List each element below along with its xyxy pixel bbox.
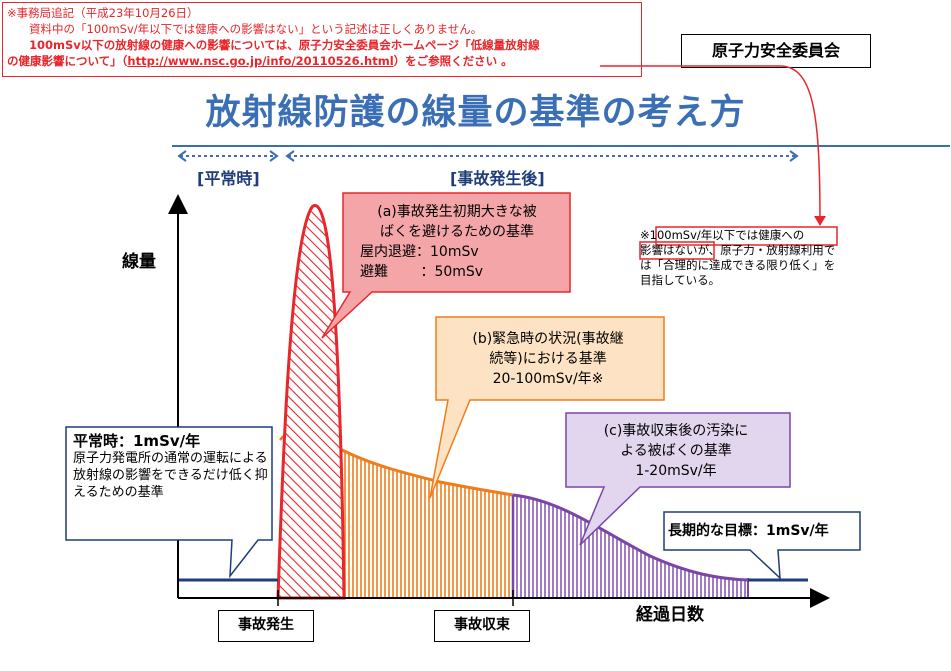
callout-c bbox=[565, 412, 791, 546]
callout-c-text: (c)事故収束後の汚染に よる被ばくの基準 1-20mSv/年 bbox=[566, 421, 786, 481]
notice-line-3: 100mSv以下の放射線の健康への影響については、原子力安全委員会ホームページ「… bbox=[29, 38, 540, 52]
callout-longterm-text: 長期的な目標：1mSv/年 bbox=[668, 523, 829, 539]
callout-a-line3: 屋内退避：10mSv bbox=[360, 244, 479, 260]
side-note-highlight-2 bbox=[639, 241, 715, 260]
callout-normal-text: 平常時：1mSv/年 原子力発電所の通常の運転による放射線の影響をできるだけ低く… bbox=[73, 433, 271, 501]
callout-a-line1: (a)事故発生初期大きな被 bbox=[377, 204, 537, 220]
callout-normal-body: 原子力発電所の通常の運転による放射線の影響をできるだけ低く抑えるための基準 bbox=[73, 451, 268, 500]
x-axis-label: 経過日数 bbox=[636, 605, 704, 625]
notice-line-2: 資料中の「100mSv/年以下では健康への影響はない」という記述は正しくありませ… bbox=[29, 22, 483, 36]
callout-a bbox=[321, 192, 571, 339]
side-note-mark: ※ bbox=[640, 228, 650, 242]
callout-b-line3: 20-100mSv/年※ bbox=[492, 371, 604, 387]
side-note-highlight-text-2: 影響はない bbox=[640, 243, 698, 257]
callout-b-line1: (b)緊急時の状況(事故継 bbox=[472, 331, 624, 347]
notice-line-1: ※事務局追記（平成23年10月26日） bbox=[7, 6, 199, 20]
title-underline bbox=[172, 145, 950, 147]
side-note-highlight-text-1: 100mSv/年以下では健康への bbox=[649, 228, 805, 242]
period-normal-label: [平常時] bbox=[197, 169, 260, 188]
event-accident-converge: 事故収束 bbox=[434, 610, 530, 642]
period-normal-arrow bbox=[177, 150, 279, 162]
organization-label: 原子力安全委員会 bbox=[681, 34, 871, 68]
callout-b bbox=[429, 316, 665, 499]
region-a-red bbox=[276, 204, 346, 600]
callout-normal-title: 平常時：1mSv/年 bbox=[73, 432, 201, 450]
callout-a-line2: ばくを避けるための基準 bbox=[380, 224, 534, 240]
page-title: 放射線防護の線量の基準の考え方 bbox=[205, 93, 746, 133]
callout-normal bbox=[65, 426, 273, 579]
callout-a-text: (a)事故発生初期大きな被 ばくを避けるための基準 屋内退避：10mSv 避難 … bbox=[348, 202, 566, 282]
callout-longterm bbox=[663, 511, 861, 580]
y-axis-label: 線量 bbox=[122, 252, 156, 272]
notice-line-4: の健康影響について」（http://www.nsc.go.jp/info/201… bbox=[7, 54, 513, 68]
side-note-highlight-1 bbox=[655, 226, 838, 246]
side-note-pointer bbox=[600, 65, 821, 225]
callout-c-line3: 1-20mSv/年 bbox=[635, 463, 717, 479]
side-note: ※100mSv/年以下では健康への 影響はないが、原子力・放射線利用では「合理的に… bbox=[640, 228, 840, 288]
callout-b-text: (b)緊急時の状況(事故継 続等)における基準 20-100mSv/年※ bbox=[438, 329, 658, 389]
correction-notice: ※事務局追記（平成23年10月26日） 資料中の「100mSv/年以下では健康へ… bbox=[2, 2, 642, 77]
callout-c-line2: よる被ばくの基準 bbox=[620, 443, 732, 459]
period-after-label: [事故発生後] bbox=[450, 169, 545, 188]
notice-link[interactable]: http://www.nsc.go.jp/info/20110526.html bbox=[127, 54, 394, 68]
side-note-rest: が、原子力・放射線利用では「合理的に達成できる限り低く」を目指している。 bbox=[640, 243, 836, 287]
callout-b-line2: 続等)における基準 bbox=[489, 351, 607, 367]
event-accident-occur: 事故発生 bbox=[218, 610, 314, 642]
callout-c-line1: (c)事故収束後の汚染に bbox=[603, 423, 749, 439]
callout-a-line4: 避難 ：50mSv bbox=[360, 264, 484, 280]
period-after-arrow bbox=[285, 150, 799, 162]
region-b-orange bbox=[342, 450, 513, 598]
